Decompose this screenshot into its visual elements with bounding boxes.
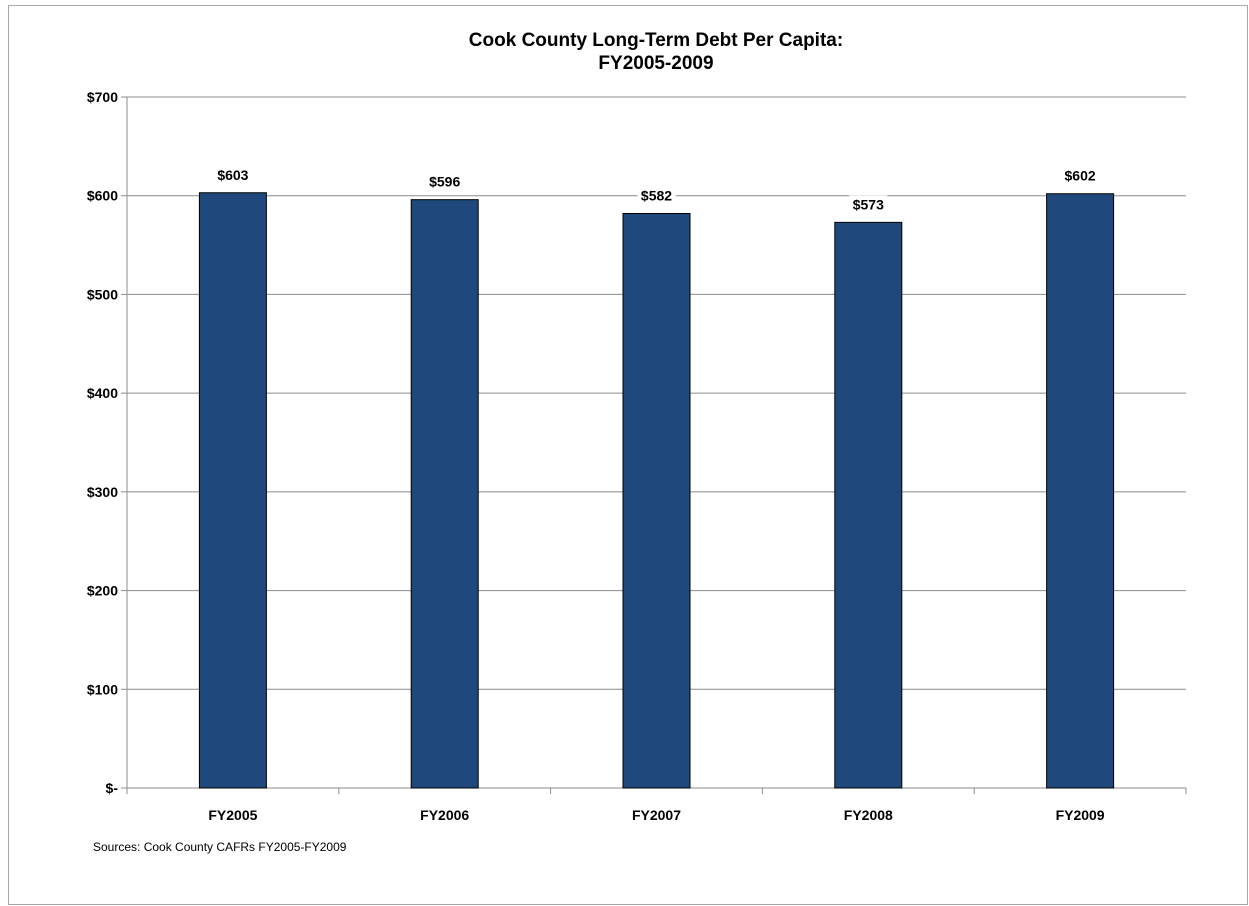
y-tick-label: $700 [87, 89, 118, 105]
data-label-background [637, 186, 676, 204]
x-tick-label: FY2009 [1056, 807, 1105, 823]
y-tick-label: $400 [87, 385, 118, 401]
data-label-background [849, 195, 888, 213]
source-note: Sources: Cook County CAFRs FY2005-FY2009 [93, 840, 347, 854]
chart-title: Cook County Long-Term Debt Per Capita: [469, 30, 843, 51]
y-tick-label: $500 [87, 286, 118, 302]
bar-fy2006 [410, 199, 479, 789]
y-tick-label: $100 [87, 681, 118, 697]
x-tick-label: FY2008 [844, 807, 893, 823]
data-labels: $603 $596 $582 $573 $602 [213, 165, 1100, 213]
bars [198, 192, 1115, 789]
data-label: $602 [1065, 168, 1096, 184]
data-label: $603 [217, 167, 248, 183]
bar-fy2008 [834, 221, 903, 789]
y-tick-labels: $- $100 $200 $300 $400 $500 $600 $700 [87, 89, 118, 796]
x-tick-label: FY2007 [632, 807, 681, 823]
data-label: $582 [641, 187, 672, 203]
y-tick-label: $600 [87, 188, 118, 204]
x-tick-label: FY2005 [208, 807, 257, 823]
x-tick-labels: FY2005 FY2006 FY2007 FY2008 FY2009 [208, 807, 1104, 823]
bar-fy2009 [1046, 193, 1115, 789]
data-label: $596 [429, 174, 460, 190]
bar-fy2005 [198, 192, 267, 789]
data-label-background [1061, 166, 1100, 184]
chart-subtitle: FY2005-2009 [598, 53, 713, 74]
data-label: $573 [853, 196, 884, 212]
x-tick-label: FY2006 [420, 807, 469, 823]
y-tick-label: $- [106, 780, 119, 796]
data-label-background [425, 172, 464, 190]
y-tick-label: $300 [87, 484, 118, 500]
data-label-background [213, 165, 252, 183]
bar-fy2007 [622, 212, 691, 789]
y-tick-label: $200 [87, 583, 118, 599]
